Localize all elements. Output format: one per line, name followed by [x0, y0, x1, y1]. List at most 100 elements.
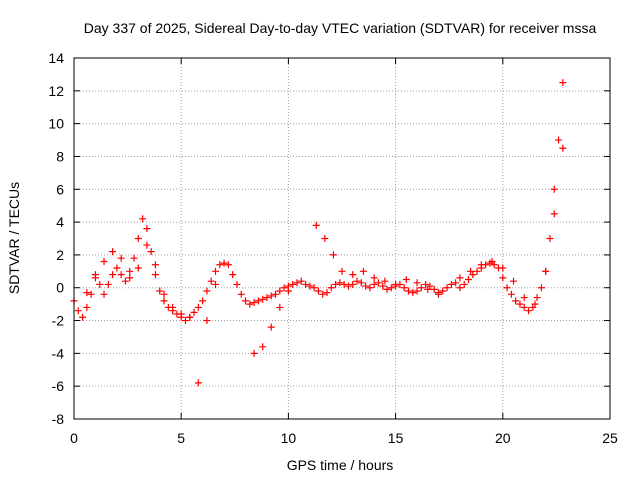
data-point: [344, 282, 352, 290]
data-point: [207, 277, 215, 285]
data-point: [237, 290, 245, 298]
data-point: [169, 303, 177, 311]
data-point: [181, 317, 189, 325]
data-point: [177, 310, 185, 318]
data-point: [473, 267, 481, 275]
data-point: [83, 289, 91, 297]
data-point: [151, 271, 159, 279]
y-tick-label: -2: [52, 313, 65, 329]
data-point: [555, 136, 563, 144]
data-point: [160, 290, 168, 298]
data-point: [250, 349, 258, 357]
data-point: [117, 271, 125, 279]
data-point: [293, 279, 301, 287]
data-point: [147, 248, 155, 256]
data-point: [160, 297, 168, 305]
data-point: [349, 271, 357, 279]
chart-title: Day 337 of 2025, Sidereal Day-to-day VTE…: [84, 20, 597, 36]
data-point: [280, 284, 288, 292]
data-point: [323, 289, 331, 297]
data-point: [143, 225, 151, 233]
data-point: [409, 289, 417, 297]
data-point: [302, 280, 310, 288]
data-point: [374, 279, 382, 287]
data-point: [254, 297, 262, 305]
data-point: [503, 284, 511, 292]
data-point: [336, 279, 344, 287]
data-point: [91, 271, 99, 279]
axis-tick-labels: 0 5 10 15 20 25 -8 -6 -4 -2 0 2 4 6 8 10 12 14: [48, 50, 618, 446]
data-point: [499, 274, 507, 282]
data-point: [220, 259, 228, 267]
data-point: [267, 292, 275, 300]
data-point: [400, 284, 408, 292]
data-point: [559, 79, 567, 87]
data-point: [104, 280, 112, 288]
data-point: [284, 287, 292, 295]
y-tick-label: 14: [48, 50, 64, 66]
data-point: [96, 280, 104, 288]
data-point: [520, 303, 528, 311]
data-point: [319, 290, 327, 298]
data-point: [357, 279, 365, 287]
data-point: [216, 261, 224, 269]
data-point: [100, 290, 108, 298]
data-point: [194, 303, 202, 311]
data-point: [79, 313, 87, 321]
data-point: [452, 279, 460, 287]
data-point: [338, 267, 346, 275]
data-point: [267, 323, 275, 331]
data-point: [413, 279, 421, 287]
data-point: [379, 282, 387, 290]
data-point: [392, 280, 400, 288]
data-point: [531, 300, 539, 308]
data-point: [83, 303, 91, 311]
data-point: [359, 267, 367, 275]
data-point: [130, 254, 138, 262]
data-point: [383, 285, 391, 293]
data-point: [447, 280, 455, 288]
data-point: [126, 274, 134, 282]
x-tick-label: 20: [495, 430, 511, 446]
data-point: [439, 287, 447, 295]
data-point: [402, 276, 410, 284]
data-point: [276, 287, 284, 295]
data-point: [186, 313, 194, 321]
data-point: [510, 277, 518, 285]
data-point: [306, 282, 314, 290]
data-point: [404, 287, 412, 295]
data-point: [387, 284, 395, 292]
data-point: [259, 295, 267, 303]
y-tick-label: -8: [52, 411, 65, 427]
x-tick-label: 0: [70, 430, 78, 446]
data-point: [417, 284, 425, 292]
y-axis-label: SDTVAR / TECUs: [6, 182, 22, 294]
data-point: [516, 300, 524, 308]
data-point: [327, 284, 335, 292]
data-point: [310, 284, 318, 292]
series-1: [83, 144, 567, 387]
data-point: [537, 284, 545, 292]
data-point: [488, 257, 496, 265]
plot-frame: [73, 57, 611, 420]
data-point: [229, 271, 237, 279]
data-point: [443, 284, 451, 292]
data-point: [263, 294, 271, 302]
data-point: [349, 280, 357, 288]
data-point: [542, 267, 550, 275]
x-tick-label: 5: [177, 430, 185, 446]
data-point: [370, 280, 378, 288]
data-point: [456, 274, 464, 282]
y-tick-label: -6: [52, 378, 65, 394]
data-point: [233, 280, 241, 288]
data-point: [109, 271, 117, 279]
y-tick-label: 6: [56, 181, 64, 197]
data-point: [413, 287, 421, 295]
data-point: [546, 235, 554, 242]
data-point: [289, 280, 297, 288]
data-point: [366, 284, 374, 292]
data-point: [370, 274, 378, 282]
data-point: [507, 290, 515, 298]
data-point: [422, 280, 430, 288]
